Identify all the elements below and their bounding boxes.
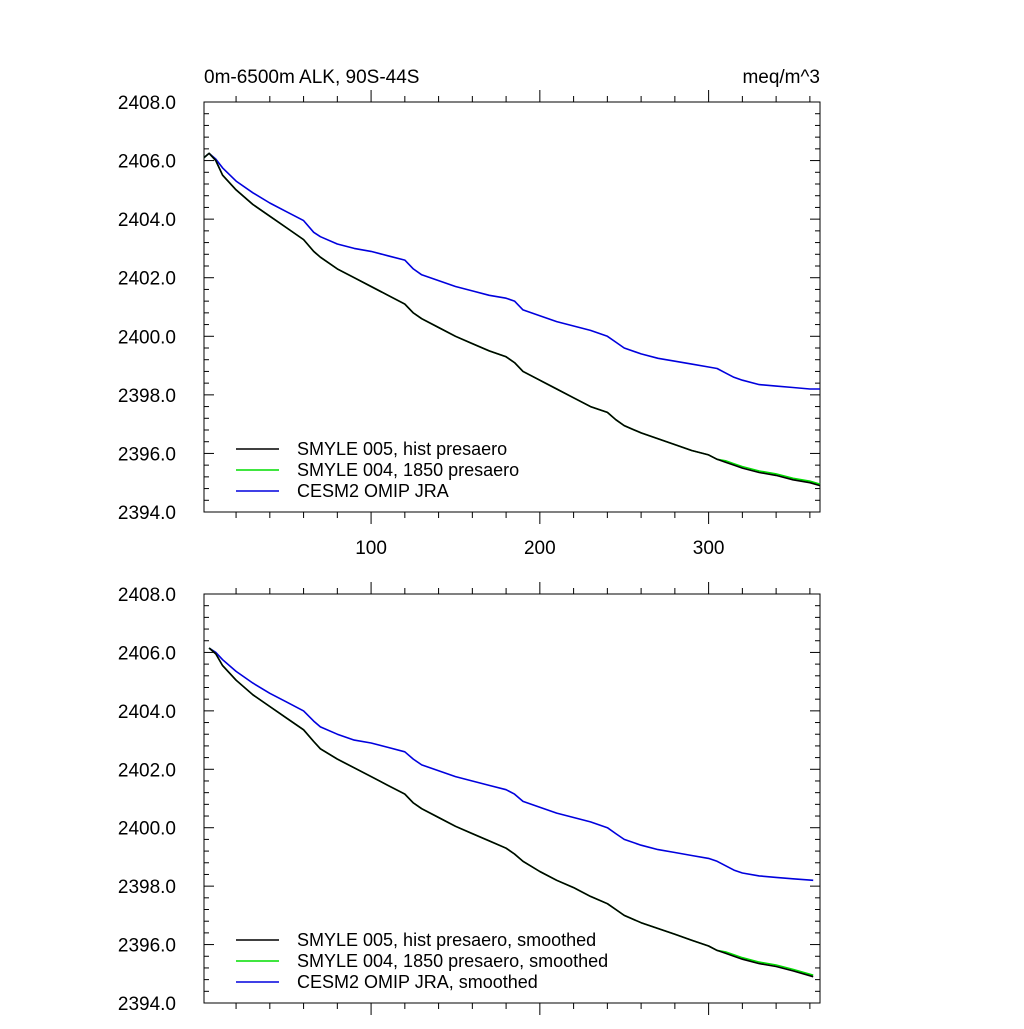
panel2-ytick-label: 2396.0 xyxy=(118,936,176,957)
panel1-series-line-2 xyxy=(203,152,821,485)
panel2-series-line-1 xyxy=(208,647,814,978)
panel2-legend-label-2: SMYLE 004, 1850 presaero, smoothed xyxy=(297,951,608,971)
panel2-legend-label-1: SMYLE 005, hist presaero, smoothed xyxy=(297,930,596,950)
panel1-series-line-1 xyxy=(203,152,821,487)
panel2-series-line-2 xyxy=(208,647,814,976)
panel1-xtick-label: 200 xyxy=(524,538,556,559)
panel1-xtick-label: 100 xyxy=(355,538,387,559)
panel2-series-line-3 xyxy=(208,647,814,882)
panel1-legend-label-1: SMYLE 005, hist presaero xyxy=(297,439,507,459)
panel2-ytick-label: 2394.0 xyxy=(118,994,176,1015)
panel1-units: meq/m^3 xyxy=(742,67,820,88)
panel1-frame xyxy=(203,101,821,513)
panel1-ytick-label: 2404.0 xyxy=(118,210,176,231)
panel2-ytick-label: 2398.0 xyxy=(118,877,176,898)
panel1-series-line-3 xyxy=(203,152,820,390)
panel2-ytick-label: 2400.0 xyxy=(118,819,176,840)
panel1-legend-label-3: CESM2 OMIP JRA xyxy=(297,481,449,501)
panel1-ytick-label: 2400.0 xyxy=(118,327,176,348)
panel1-title: 0m-6500m ALK, 90S-44S xyxy=(204,67,419,88)
panel2-ytick-label: 2408.0 xyxy=(118,585,176,606)
panel1-ytick-label: 2402.0 xyxy=(118,269,176,290)
panel1-ytick-label: 2394.0 xyxy=(118,503,176,524)
panel2-ytick-label: 2406.0 xyxy=(118,643,176,664)
panel1-ytick-label: 2398.0 xyxy=(118,386,176,407)
panel2-ytick-label: 2404.0 xyxy=(118,702,176,723)
panel2-ytick-label: 2402.0 xyxy=(118,760,176,781)
panel1-ytick-label: 2396.0 xyxy=(118,444,176,465)
panel2-frame xyxy=(203,593,821,1004)
panel1-ytick-label: 2408.0 xyxy=(118,93,176,114)
panel1-legend-label-2: SMYLE 004, 1850 presaero xyxy=(297,460,519,480)
panel1-xtick-label: 300 xyxy=(693,538,725,559)
panel1-ytick-label: 2406.0 xyxy=(118,152,176,173)
panel2-legend-label-3: CESM2 OMIP JRA, smoothed xyxy=(297,972,538,992)
